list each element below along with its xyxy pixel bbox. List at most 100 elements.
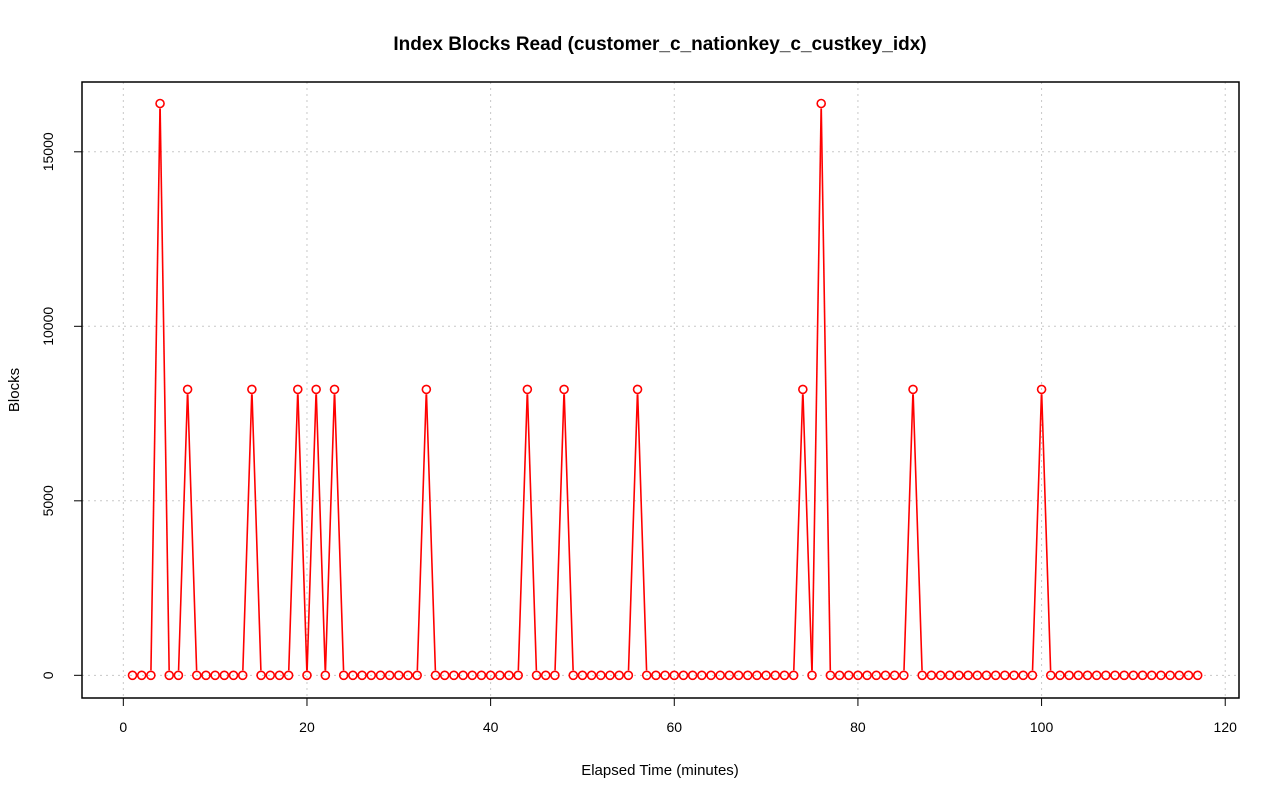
y-tick-label-0: 0: [40, 671, 56, 679]
data-point-27: [366, 670, 377, 681]
data-point-21: [311, 384, 321, 395]
y-tick-label-3: 15000: [40, 132, 56, 171]
data-point-108: [1110, 670, 1120, 681]
data-point-105: [1082, 670, 1093, 681]
data-point-96: [1000, 670, 1010, 681]
data-point-7: [182, 384, 193, 395]
data-point-89: [935, 670, 946, 681]
data-point-72: [779, 670, 790, 681]
data-point-70: [761, 670, 771, 681]
data-point-40: [485, 670, 496, 681]
data-point-109: [1119, 670, 1130, 681]
data-point-4: [155, 98, 165, 109]
data-point-48: [559, 384, 569, 395]
series-segment-75: [820, 108, 832, 671]
series-segment-55: [636, 394, 648, 671]
data-point-45: [531, 670, 542, 681]
data-point-25: [348, 670, 358, 681]
data-point-54: [614, 670, 624, 681]
data-point-47: [550, 670, 560, 681]
data-point-112: [1146, 670, 1157, 681]
data-point-64: [706, 670, 716, 681]
data-point-38: [467, 670, 478, 681]
data-point-90: [944, 670, 955, 681]
x-axis-label: Elapsed Time (minutes): [581, 762, 739, 779]
series-segment-13: [251, 394, 262, 671]
data-point-71: [770, 670, 781, 681]
y-tick-label-2: 10000: [40, 307, 56, 346]
series-segment-17: [287, 394, 299, 671]
data-point-102: [1055, 670, 1065, 681]
data-point-32: [412, 670, 422, 681]
data-point-17: [274, 670, 285, 681]
y-tick-label-1: 5000: [40, 485, 56, 516]
data-point-2: [136, 670, 147, 681]
series-segment-32: [425, 394, 437, 671]
x-tick-label-6: 120: [1214, 719, 1238, 735]
data-point-28: [375, 670, 386, 681]
series-segment-54: [627, 394, 639, 671]
series-segment-98: [1031, 394, 1043, 671]
data-point-77: [825, 670, 836, 681]
data-point-29: [384, 670, 395, 681]
data-point-51: [586, 670, 597, 681]
series-segment-2: [150, 108, 161, 671]
data-point-67: [733, 670, 744, 681]
series-segment-73: [802, 394, 813, 671]
data-point-91: [954, 670, 964, 681]
data-point-5: [164, 670, 175, 681]
data-point-114: [1165, 670, 1175, 681]
chart-title: Index Blocks Read (customer_c_nationkey_…: [393, 34, 926, 55]
data-point-78: [834, 670, 845, 681]
data-point-111: [1137, 670, 1148, 681]
x-tick-label-3: 60: [666, 719, 682, 735]
data-point-106: [1091, 670, 1102, 681]
data-point-88: [926, 670, 937, 681]
data-point-98: [1018, 670, 1029, 681]
data-point-62: [687, 670, 698, 681]
data-point-97: [1009, 670, 1019, 681]
x-axis: 0 20 40 60 80 100 120: [119, 697, 1238, 735]
data-point-60: [669, 670, 680, 681]
series-segment-85: [912, 394, 923, 671]
data-point-49: [568, 670, 579, 681]
data-point-61: [678, 670, 689, 681]
series-segment-74: [811, 108, 822, 671]
data-point-99: [1027, 670, 1038, 681]
data-point-63: [697, 670, 707, 681]
data-point-41: [495, 670, 505, 681]
data-point-16: [265, 670, 276, 681]
data-point-18: [283, 670, 294, 681]
x-tick-label-1: 20: [299, 719, 315, 735]
data-point-15: [256, 670, 266, 681]
data-point-79: [843, 670, 854, 681]
data-point-82: [871, 670, 882, 681]
data-point-110: [1128, 670, 1139, 681]
x-tick-label-2: 40: [483, 719, 499, 735]
data-point-12: [228, 670, 239, 681]
series-segment-84: [903, 394, 914, 671]
data-point-76: [816, 98, 826, 109]
data-point-57: [641, 670, 652, 681]
series-segment-47: [563, 394, 574, 671]
data-point-33: [421, 384, 432, 395]
data-point-42: [504, 670, 514, 681]
data-point-34: [430, 670, 441, 681]
data-point-92: [963, 670, 973, 681]
data-point-14: [247, 384, 257, 395]
series-segment-22: [333, 394, 345, 671]
data-point-53: [605, 670, 615, 681]
data-point-23: [329, 384, 340, 395]
data-point-95: [990, 670, 1001, 681]
data-point-104: [1073, 670, 1084, 681]
series-segment-5: [177, 394, 189, 671]
x-tick-label-0: 0: [119, 719, 127, 735]
series-segment-18: [297, 394, 308, 671]
data-point-30: [393, 670, 404, 681]
series-segment-3: [159, 108, 170, 671]
series-segment-72: [793, 394, 804, 671]
data-point-52: [596, 670, 606, 681]
series-segment-12: [242, 394, 253, 671]
data-point-116: [1183, 670, 1194, 681]
